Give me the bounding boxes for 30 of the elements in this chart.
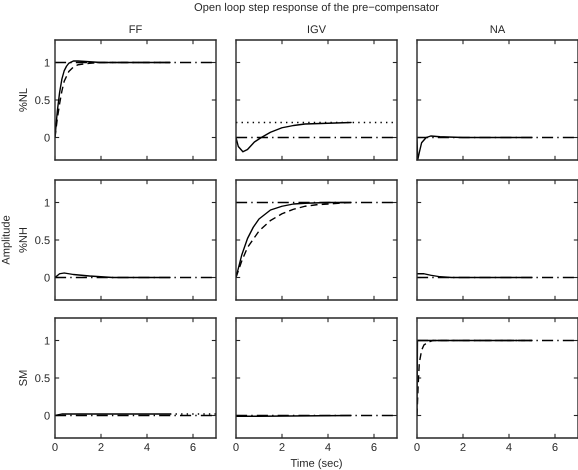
x-tick-label: 4: [325, 443, 331, 451]
text: Amplitude: [2, 216, 12, 265]
x-tick-label: 4: [144, 443, 150, 451]
chart-title: NA: [490, 25, 506, 34]
y-tick-label: 1: [44, 198, 50, 207]
y-axis-title: %NH: [19, 228, 27, 253]
y-tick-label: 1: [44, 336, 50, 345]
x-tick-label: 0: [233, 443, 239, 452]
x-tick-label: 2: [279, 443, 285, 451]
x-axis-title: Time (sec): [290, 458, 342, 470]
y-axis-title: SM: [19, 370, 27, 386]
y-tick-label: 0.5: [35, 96, 50, 104]
x-tick-label: 6: [190, 443, 196, 452]
y-tick-label: 0: [44, 134, 50, 142]
y-tick-label: 0.5: [35, 374, 50, 382]
x-tick-label: 4: [506, 443, 512, 451]
chart-title: FF: [130, 25, 142, 34]
y-tick-label: 0: [44, 412, 50, 420]
text: Open loop step response of the pre−compensator: [194, 2, 439, 14]
y-tick-label: 1: [44, 58, 50, 67]
x-tick-label: 0: [52, 443, 58, 452]
x-tick-label: 0: [414, 443, 420, 452]
y-axis-title: %NL: [19, 88, 27, 112]
x-tick-label: 6: [552, 443, 558, 452]
x-tick-label: 2: [460, 443, 466, 451]
chart-title: IGV: [308, 25, 326, 34]
x-tick-label: 6: [371, 443, 377, 452]
y-tick-label: 0.5: [35, 236, 50, 244]
y-tick-label: 0: [44, 274, 50, 282]
x-tick-label: 2: [98, 443, 104, 451]
